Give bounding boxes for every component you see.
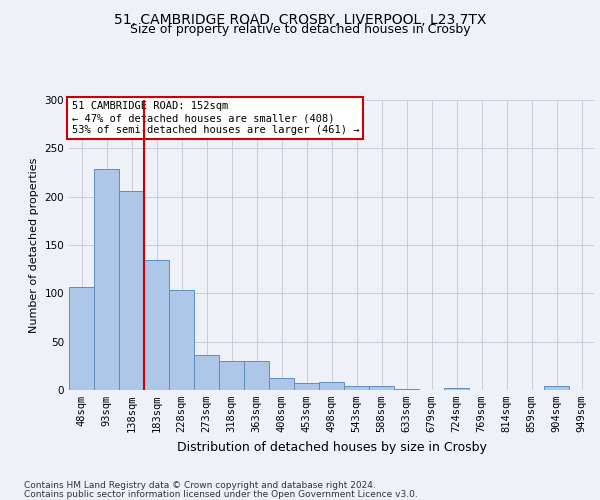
Bar	[169, 290, 194, 390]
Text: 51 CAMBRIDGE ROAD: 152sqm
← 47% of detached houses are smaller (408)
53% of semi: 51 CAMBRIDGE ROAD: 152sqm ← 47% of detac…	[71, 102, 359, 134]
Bar	[194, 355, 219, 390]
Y-axis label: Number of detached properties: Number of detached properties	[29, 158, 39, 332]
Bar	[444, 388, 469, 390]
Text: 51, CAMBRIDGE ROAD, CROSBY, LIVERPOOL, L23 7TX: 51, CAMBRIDGE ROAD, CROSBY, LIVERPOOL, L…	[114, 12, 486, 26]
Bar	[294, 383, 319, 390]
Bar	[369, 386, 394, 390]
Text: Contains HM Land Registry data © Crown copyright and database right 2024.: Contains HM Land Registry data © Crown c…	[24, 481, 376, 490]
Bar	[544, 386, 569, 390]
Text: Size of property relative to detached houses in Crosby: Size of property relative to detached ho…	[130, 24, 470, 36]
Bar	[144, 260, 169, 390]
Bar	[244, 361, 269, 390]
Bar	[319, 382, 344, 390]
X-axis label: Distribution of detached houses by size in Crosby: Distribution of detached houses by size …	[176, 440, 487, 454]
Bar	[119, 191, 144, 390]
Bar	[344, 386, 369, 390]
Bar	[219, 361, 244, 390]
Bar	[394, 389, 419, 390]
Bar	[94, 168, 119, 390]
Text: Contains public sector information licensed under the Open Government Licence v3: Contains public sector information licen…	[24, 490, 418, 499]
Bar	[69, 286, 94, 390]
Bar	[269, 378, 294, 390]
